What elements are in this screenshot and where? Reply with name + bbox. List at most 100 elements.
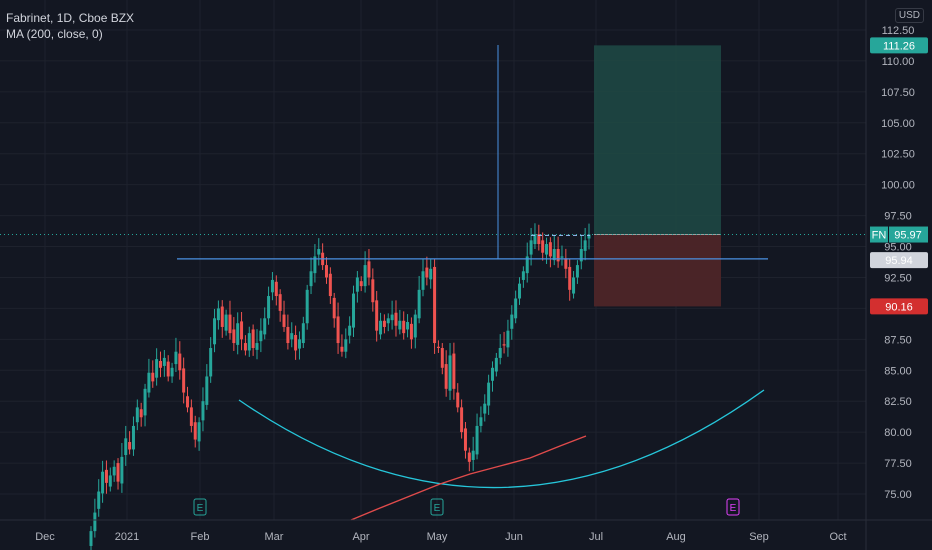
dividend-marker[interactable]: E	[726, 498, 740, 516]
candle-body	[386, 318, 390, 324]
candle-body	[452, 353, 456, 389]
currency-button[interactable]: USD	[894, 8, 924, 23]
candle-body	[317, 249, 321, 255]
x-tick-label: Jun	[505, 531, 523, 543]
candle-body	[166, 361, 170, 377]
candle-body	[101, 471, 105, 494]
candle-body	[251, 329, 255, 348]
candle-body	[502, 344, 506, 346]
candle-body	[479, 417, 483, 426]
candle-body	[359, 281, 363, 287]
candle-body	[128, 442, 132, 450]
candle-body	[518, 283, 522, 299]
candle-body	[498, 347, 502, 358]
candle-body	[421, 271, 425, 290]
candle-body	[572, 277, 576, 294]
last-price-bg	[889, 226, 928, 243]
candle-body	[579, 249, 583, 262]
candle-body	[336, 316, 340, 344]
candle-body	[104, 469, 108, 483]
candle-body	[394, 312, 398, 326]
target-price-tag-bg	[870, 37, 928, 54]
earnings-marker[interactable]: E	[193, 498, 207, 516]
chart-legend: Fabrinet, 1D, Cboe BZX MA (200, close, 0…	[6, 10, 134, 42]
candles	[89, 223, 591, 550]
candle-body	[243, 343, 247, 351]
candle-body	[483, 403, 487, 414]
event-label: E	[730, 503, 737, 514]
overlays	[0, 45, 866, 521]
stop-price-tag-bg	[870, 298, 928, 315]
candle-body	[216, 308, 220, 321]
candle-body	[201, 401, 205, 421]
candle-body	[564, 258, 568, 269]
y-tick-label: 80.00	[884, 427, 912, 439]
y-tick-label: 82.50	[884, 396, 912, 408]
candle-body	[120, 456, 124, 484]
x-tick-label: 2021	[115, 531, 139, 543]
candle-body	[575, 265, 579, 278]
y-tick-label: 100.00	[881, 180, 915, 192]
stop-zone[interactable]	[594, 234, 721, 307]
earnings-marker[interactable]: E	[430, 498, 444, 516]
cup-arc	[238, 389, 765, 489]
price-axis[interactable]: 75.0077.5080.0082.5085.0087.5090.0092.50…	[865, 0, 915, 550]
candle-body	[390, 314, 394, 321]
candle-body	[363, 265, 367, 287]
candle-body	[305, 289, 309, 324]
candle-body	[197, 422, 201, 442]
y-tick-label: 105.00	[881, 118, 915, 130]
candle-body	[147, 372, 151, 393]
candle-body	[324, 265, 328, 278]
candle-body	[309, 271, 313, 287]
candle-body	[413, 314, 417, 338]
candle-body	[417, 289, 421, 319]
candle-body	[471, 450, 475, 460]
position-zones[interactable]	[594, 45, 721, 307]
candle-body	[155, 359, 159, 378]
candle-body	[521, 271, 525, 280]
candle-body	[433, 266, 437, 344]
candle-body	[112, 466, 116, 476]
candle-body	[460, 407, 464, 433]
candle-body	[541, 240, 545, 253]
candle-body	[332, 297, 336, 319]
candle-body	[328, 273, 332, 297]
last-price-tag: FN 95.97	[870, 226, 928, 243]
x-tick-label: Mar	[265, 531, 284, 543]
candle-body	[463, 428, 467, 451]
x-tick-label: Apr	[352, 531, 369, 543]
event-badge	[193, 498, 207, 516]
time-axis[interactable]: Dec 2021 Feb Mar Apr May Jun Jul Aug Sep Oct	[0, 519, 932, 543]
candle-body	[560, 256, 564, 258]
candle-body	[186, 396, 190, 408]
candle-body	[556, 249, 560, 262]
profit-zone[interactable]	[594, 45, 721, 235]
candle-body	[510, 314, 514, 329]
target-price-tag-text: 111.26	[883, 40, 915, 52]
last-price-text: 95.97	[894, 230, 922, 242]
candle-body	[97, 491, 101, 509]
candle-body	[548, 242, 552, 257]
y-tick-label: 102.50	[881, 149, 915, 161]
candle-body	[448, 355, 452, 391]
candle-body	[286, 326, 290, 344]
candle-body	[494, 357, 498, 372]
candle-body	[205, 376, 209, 405]
candle-body	[232, 329, 236, 344]
x-tick-label: Oct	[829, 531, 846, 543]
symbol-title[interactable]: Fabrinet, 1D, Cboe BZX	[6, 11, 135, 25]
candle-body	[228, 314, 232, 334]
candle-body	[282, 314, 286, 327]
candle-body	[444, 364, 448, 389]
indicator-title[interactable]: MA (200, close, 0)	[6, 27, 103, 41]
candle-body	[178, 353, 182, 371]
candle-body	[170, 367, 174, 377]
candle-body	[182, 368, 186, 393]
candle-body	[425, 267, 429, 278]
candle-body	[255, 343, 259, 350]
candle-body	[467, 452, 471, 462]
candle-body	[352, 293, 356, 328]
